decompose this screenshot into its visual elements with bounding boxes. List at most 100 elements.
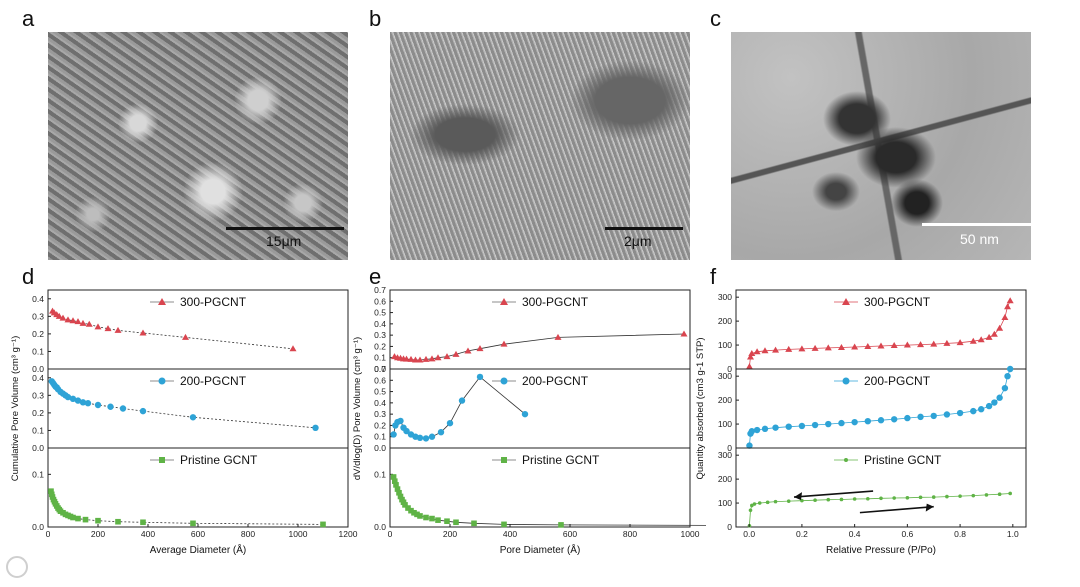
data-point <box>558 522 564 528</box>
data-point <box>85 320 93 327</box>
legend-marker <box>842 377 850 385</box>
data-point <box>107 403 114 410</box>
y-tick-label: 0.4 <box>32 373 44 383</box>
tem-image-c <box>731 32 1031 260</box>
y-tick-label: 0 <box>727 364 732 374</box>
data-point <box>943 411 951 418</box>
data-point <box>476 373 484 381</box>
legend-marker <box>501 457 507 463</box>
data-point <box>428 433 436 440</box>
x-tick-label: 1000 <box>289 529 308 539</box>
y-tick-label: 0.5 <box>374 387 386 397</box>
data-point <box>416 356 424 363</box>
scale-label-a: 15μm <box>266 233 302 249</box>
data-point <box>750 503 754 508</box>
data-point <box>139 407 147 415</box>
data-point <box>680 330 688 337</box>
data-point <box>428 355 436 362</box>
data-point <box>811 344 819 351</box>
data-point <box>1004 303 1012 310</box>
data-point <box>84 400 92 407</box>
data-point <box>864 342 872 349</box>
data-point <box>320 521 326 528</box>
y-tick-label: 300 <box>718 371 732 381</box>
data-point <box>918 495 923 500</box>
data-point <box>772 424 779 431</box>
y-tick-label: 0.1 <box>374 432 386 442</box>
y-tick-label: 0.2 <box>374 420 386 430</box>
series-line-300-PGCNT <box>749 300 1011 367</box>
data-point <box>429 515 435 522</box>
data-point <box>761 347 769 354</box>
data-point <box>866 496 870 501</box>
data-point <box>997 492 1002 497</box>
data-point <box>905 495 910 500</box>
plot-frame-3 <box>389 447 691 528</box>
x-tick-label: 1.0 <box>1007 529 1019 539</box>
data-point <box>94 323 102 330</box>
data-point <box>943 339 951 346</box>
y-tick-label: 0.6 <box>374 296 386 306</box>
data-point <box>773 499 778 504</box>
data-point <box>437 429 445 436</box>
data-point <box>761 425 769 433</box>
data-point <box>785 345 793 352</box>
y-tick-label: 0.0 <box>32 522 44 532</box>
panel-label-f: f <box>710 264 717 289</box>
data-point <box>852 497 857 501</box>
y-tick-label: 0.0 <box>374 522 386 532</box>
data-point <box>877 417 885 424</box>
y-axis-label: Cumulative Pore Volume (cm³ g⁻¹) <box>10 336 21 481</box>
legend-label: 200-PGCNT <box>522 374 589 388</box>
data-point <box>289 345 297 352</box>
series-line-300-PGCNT <box>52 310 294 350</box>
data-point <box>838 419 845 427</box>
x-tick-label: 0 <box>388 529 393 539</box>
data-point <box>877 342 885 349</box>
data-point <box>119 405 127 412</box>
data-point <box>879 496 883 501</box>
data-point <box>1008 491 1012 496</box>
data-point <box>826 497 831 502</box>
data-point <box>839 497 844 502</box>
data-point <box>996 324 1004 331</box>
y-tick-label: 300 <box>718 292 732 302</box>
data-point <box>521 410 529 418</box>
data-point <box>890 416 898 423</box>
y-tick-label: 0.3 <box>32 311 44 321</box>
watermark <box>6 556 28 578</box>
data-point <box>422 355 430 362</box>
data-point <box>945 494 949 499</box>
data-point <box>140 519 146 526</box>
y-tick-label: 0 <box>727 443 732 453</box>
y-tick-label: 0.1 <box>32 346 44 356</box>
data-point <box>984 493 989 497</box>
y-tick-label: 0.0 <box>374 443 386 453</box>
y-tick-label: 0.1 <box>32 469 44 479</box>
y-tick-label: 300 <box>718 450 732 460</box>
x-tick-label: 800 <box>623 529 637 539</box>
data-point <box>811 421 819 429</box>
data-point <box>453 519 459 526</box>
x-axis-label: Average Diameter (Å) <box>150 543 247 556</box>
data-point <box>772 346 780 353</box>
data-point <box>892 496 896 500</box>
data-point <box>64 393 72 401</box>
y-axis-label: dV/dlog(D) Pore Volume (cm³ g⁻¹) <box>352 337 363 480</box>
y-tick-label: 0.0 <box>32 443 44 453</box>
data-point <box>402 502 408 508</box>
data-point <box>785 423 792 430</box>
y-tick-label: 100 <box>718 498 732 508</box>
data-point <box>864 417 872 425</box>
data-point <box>813 498 817 502</box>
panel-label-d: d <box>22 264 35 289</box>
data-point <box>390 474 397 480</box>
data-point <box>434 354 442 361</box>
x-tick-label: 800 <box>241 529 255 539</box>
data-point <box>837 343 845 350</box>
data-point <box>990 330 998 337</box>
y-tick-label: 0.5 <box>374 308 386 318</box>
data-point <box>1004 372 1011 380</box>
y-tick-label: 0.2 <box>374 341 386 351</box>
data-point <box>1006 297 1014 304</box>
